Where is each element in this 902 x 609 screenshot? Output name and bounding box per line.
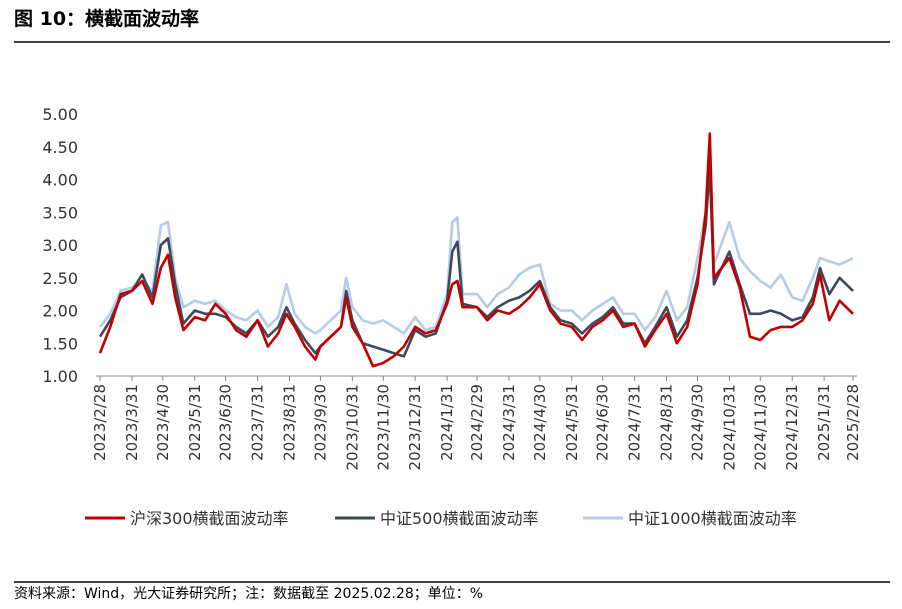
x-tick-label: 2023/6/30 <box>217 384 235 461</box>
x-tick-label: 2024/11/30 <box>751 384 769 470</box>
series-line <box>98 165 854 358</box>
x-tick-label: 2023/12/31 <box>406 384 424 470</box>
y-tick-label: 5.00 <box>42 105 78 124</box>
y-tick-label: 3.50 <box>42 203 78 222</box>
y-tick-label: 4.50 <box>42 138 78 157</box>
x-tick-label: 2023/7/31 <box>249 384 267 461</box>
x-tick-label: 2024/7/31 <box>626 384 644 461</box>
x-tick-label: 2023/3/31 <box>123 384 141 461</box>
series-line <box>98 155 854 335</box>
x-tick-label: 2025/2/28 <box>844 384 862 461</box>
legend-label: 中证500横截面波动率 <box>380 509 539 528</box>
y-tick-label: 2.00 <box>42 302 78 321</box>
x-tick-label: 2023/11/30 <box>374 384 392 470</box>
x-tick-label: 2023/10/31 <box>343 384 361 470</box>
x-tick-label: 2024/2/29 <box>468 384 486 461</box>
y-tick-label: 1.00 <box>42 367 78 386</box>
x-tick-label: 2024/8/31 <box>658 384 676 461</box>
chart-title: 图 10：横截面波动率 <box>14 7 199 30</box>
x-tick-label: 2024/3/31 <box>500 384 518 461</box>
x-tick-label: 2024/4/30 <box>531 384 549 461</box>
y-tick-label: 2.50 <box>42 269 78 288</box>
y-tick-label: 1.50 <box>42 334 78 353</box>
x-tick-label: 2024/10/31 <box>720 384 738 470</box>
x-tick-label: 2024/9/30 <box>688 384 706 461</box>
y-tick-label: 4.00 <box>42 171 78 190</box>
x-tick-label: 2023/9/30 <box>311 384 329 461</box>
legend-label: 中证1000横截面波动率 <box>628 509 797 528</box>
source-note: 资料来源：Wind，光大证券研究所；注：数据截至 2025.02.28；单位：% <box>14 586 483 602</box>
x-tick-label: 2023/4/30 <box>154 384 172 461</box>
x-tick-label: 2023/2/28 <box>91 384 109 461</box>
legend-label: 沪深300横截面波动率 <box>130 509 289 528</box>
series-line <box>98 132 854 368</box>
x-tick-label: 2023/8/31 <box>281 384 299 461</box>
x-tick-label: 2024/5/31 <box>563 384 581 461</box>
y-tick-label: 3.00 <box>42 236 78 255</box>
x-tick-label: 2023/5/31 <box>186 384 204 461</box>
x-tick-label: 2024/6/30 <box>594 384 612 461</box>
x-tick-label: 2024/1/31 <box>438 384 456 461</box>
x-tick-label: 2024/12/31 <box>783 384 801 470</box>
x-tick-label: 2025/1/31 <box>815 384 833 461</box>
